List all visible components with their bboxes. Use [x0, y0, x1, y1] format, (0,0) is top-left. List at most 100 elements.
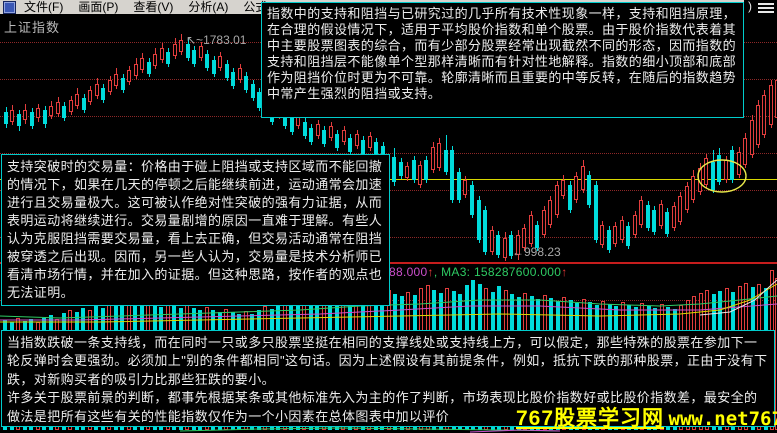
candle-body: [769, 85, 773, 125]
candle-body: [361, 140, 365, 154]
candle-body: [548, 200, 552, 225]
candle-body: [160, 48, 164, 60]
candle-body: [613, 226, 617, 244]
candle-body: [342, 130, 346, 142]
candle-body: [218, 56, 222, 68]
candle-body: [231, 72, 235, 86]
candle-body: [43, 110, 47, 124]
candle-body: [62, 106, 66, 118]
menu-item-view[interactable]: 查看(V): [133, 0, 174, 14]
menu-item-analyze[interactable]: 分析(A): [188, 0, 229, 14]
watermark-site-name: 767股票学习网: [516, 407, 665, 430]
watermark: 767股票学习网 www.net767.com: [516, 402, 777, 432]
candle-body: [95, 84, 99, 96]
candle-body: [283, 112, 287, 126]
up-arrow-icon: ↑: [561, 265, 568, 279]
candle-body: [30, 112, 34, 126]
candle-body: [23, 110, 27, 120]
candle-body: [529, 215, 533, 244]
note-box-breakout-volume[interactable]: 支持突破时的交易量：价格由于碰上阻挡或支持区域而不能回撤的情况下，如果在几天的停…: [1, 154, 390, 306]
candle-body: [444, 150, 448, 172]
candle-body: [17, 114, 21, 126]
candle-body: [633, 215, 637, 235]
candle-body: [737, 152, 741, 175]
candle-body: [88, 90, 92, 102]
candle-body: [542, 210, 546, 235]
menu-item-file[interactable]: 文件(F): [24, 0, 64, 14]
candle-body: [775, 80, 777, 118]
candle-body: [568, 185, 572, 210]
candle-body: [509, 235, 513, 256]
candle-body: [639, 200, 643, 225]
candle-body: [316, 124, 320, 136]
candle-body: [470, 185, 474, 215]
candle-body: [381, 146, 385, 160]
candle-body: [82, 98, 86, 110]
candle-body: [140, 58, 144, 70]
candle-body: [483, 210, 487, 252]
candle-body: [49, 106, 53, 116]
candle-body: [212, 60, 216, 74]
trough-price-annotation: ←998.23: [512, 245, 561, 259]
note-paragraph: 当指数跌破一条支持线，而在同时一只或多只股票坚挺在相同的支撑线处或支持线上方，可…: [7, 335, 768, 387]
menu-item-screen[interactable]: 画面(P): [78, 0, 119, 14]
candle-body: [238, 68, 242, 80]
candle-body: [522, 228, 526, 248]
candle-body: [762, 95, 766, 135]
symbol-label: 上证指数: [4, 20, 61, 35]
candle-body: [10, 110, 14, 122]
note-text: 指数中的支持和阻挡与已研究过的几乎所有技术性现象一样，支持和阻挡原理，在合理的假…: [267, 6, 737, 102]
candle-body: [743, 138, 747, 165]
candle-body: [355, 134, 359, 146]
candle-body: [101, 88, 105, 100]
candle-body: [626, 226, 630, 246]
candle-body: [652, 210, 656, 232]
note-box-index-support[interactable]: 指数中的支持和阻挡与已研究过的几乎所有技术性现象一样，支持和阻挡原理，在合理的假…: [261, 2, 744, 118]
candle-body: [405, 166, 409, 178]
candle-body: [335, 134, 339, 148]
candle-body: [717, 155, 721, 182]
menu-lines-icon[interactable]: [758, 3, 774, 15]
candle-body: [581, 166, 585, 190]
grid-line: [0, 153, 777, 154]
candle-body: [587, 175, 591, 205]
note-box-relative-strength[interactable]: 当指数跌破一条支持线，而在同时一只或多只股票坚挺在相同的支撑线处或支持线上方，可…: [1, 330, 775, 427]
menu-item-fragment[interactable]: ): [748, 0, 752, 13]
candle-body: [724, 160, 728, 180]
candle-body: [173, 44, 177, 56]
candle-body: [127, 70, 131, 82]
candle-body: [711, 162, 715, 190]
candle-body: [134, 64, 138, 76]
candle-body: [665, 212, 669, 234]
candle-body: [659, 204, 663, 226]
candle-body: [205, 54, 209, 68]
app-window-icon[interactable]: [3, 0, 16, 14]
candle-body: [36, 108, 40, 118]
candle-body: [153, 54, 157, 66]
candle-body: [678, 196, 682, 222]
up-arrow-icon: ↑: [427, 265, 434, 279]
ma-value-purple: 88.000: [389, 265, 428, 279]
note-text: 支持突破时的交易量：价格由于碰上阻挡或支持区域而不能回撤的情况下，如果在几天的停…: [7, 159, 383, 300]
candle-body: [166, 52, 170, 64]
candle-body: [424, 160, 428, 180]
candle-body: [450, 150, 454, 200]
candle-body: [309, 128, 313, 142]
candle-body: [348, 138, 352, 152]
candle-body: [392, 157, 396, 182]
candle-body: [698, 168, 702, 192]
candle-body: [192, 50, 196, 64]
candle-body: [329, 126, 333, 138]
watermark-url: www.net767.com: [668, 408, 777, 430]
volume-bar: [775, 278, 777, 430]
candle-body: [730, 150, 734, 180]
candle-body: [257, 92, 261, 108]
candle-body: [555, 185, 559, 215]
ma3-value-green: , MA3: 158287600.000: [433, 265, 562, 279]
note-paragraph: 许多关于股票前景的判断，都事先根据某条或其他标准先入为主的作了判断，市场表现比股…: [7, 390, 758, 424]
candle-body: [199, 46, 203, 58]
candle-body: [399, 162, 403, 176]
candle-body: [594, 185, 598, 240]
candle-body: [620, 220, 624, 240]
